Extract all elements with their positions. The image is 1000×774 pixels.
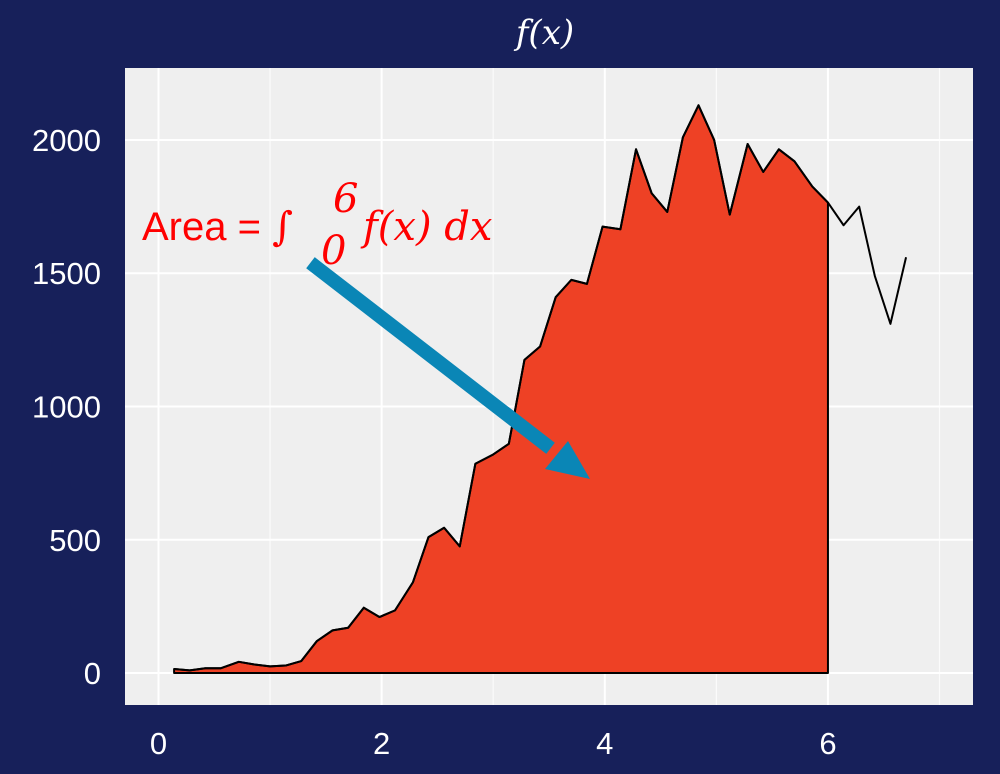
integral-symbol: ∫ bbox=[272, 204, 293, 250]
annotation-arrow-head bbox=[545, 441, 590, 479]
annotation-prefix: Area = bbox=[142, 205, 272, 249]
x-tick-label: 4 bbox=[596, 726, 613, 761]
integral-annotation: Area = ∫ 6 0 f(x) dx bbox=[142, 176, 492, 274]
x-tick-label: 6 bbox=[819, 726, 836, 761]
y-tick-label: 500 bbox=[49, 523, 101, 558]
annotation-arrow bbox=[306, 257, 590, 479]
annotation-arrow-shaft bbox=[306, 257, 555, 454]
y-tick-label: 1500 bbox=[32, 256, 101, 291]
y-tick-label: 0 bbox=[84, 656, 101, 691]
tick-labels-layer: 0 2 4 6 0 500 1000 1500 2000 bbox=[32, 123, 837, 761]
x-tick-label: 2 bbox=[373, 726, 390, 761]
integral-upper-limit: 6 bbox=[333, 176, 358, 222]
y-tick-label: 1000 bbox=[32, 389, 101, 424]
x-tick-label: 0 bbox=[150, 726, 167, 761]
integral-expression: f(x) dx bbox=[360, 204, 492, 250]
area-annotation-label: Area = ∫ bbox=[142, 204, 293, 250]
chart-title: f(x) bbox=[513, 13, 574, 53]
function-line-layer bbox=[174, 104, 908, 672]
function-line bbox=[174, 104, 908, 672]
y-tick-label: 2000 bbox=[32, 123, 101, 158]
